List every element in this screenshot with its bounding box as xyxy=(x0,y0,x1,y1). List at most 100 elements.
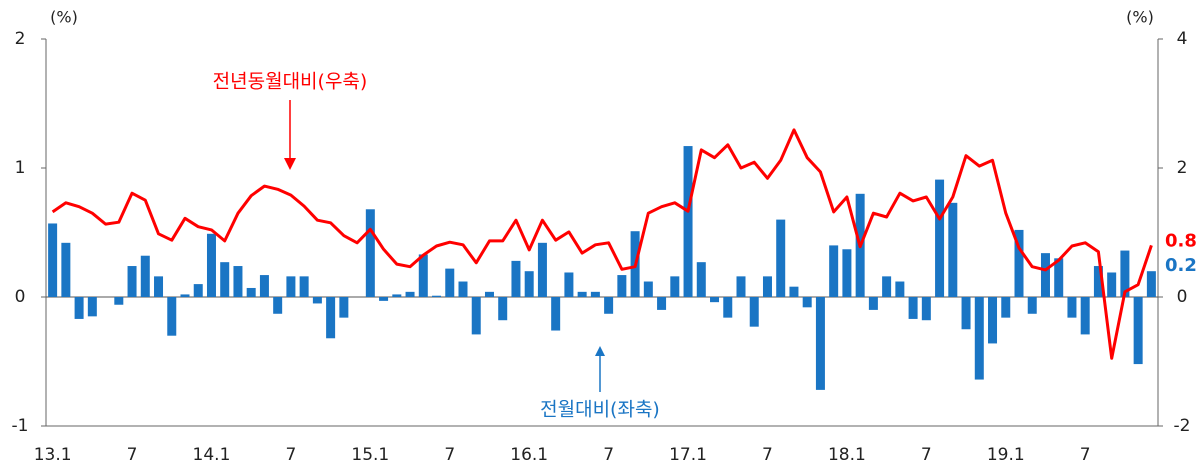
bar xyxy=(988,297,998,344)
bar xyxy=(1133,297,1143,365)
bar xyxy=(670,276,680,297)
y-tick-label: 1 xyxy=(15,158,26,178)
bar xyxy=(154,276,164,297)
bar xyxy=(471,297,481,335)
line xyxy=(51,128,1153,360)
y2-tick-label: 2 xyxy=(1177,158,1188,178)
bar xyxy=(643,281,653,297)
x-tick-label: 7 xyxy=(285,445,296,465)
y-tick-label: -1 xyxy=(12,416,29,436)
x-tick-label: 17.1 xyxy=(669,445,707,465)
bar xyxy=(815,297,825,390)
bar xyxy=(286,276,296,297)
bar xyxy=(1001,297,1011,318)
bar xyxy=(445,268,455,297)
bar xyxy=(736,276,746,297)
arrow-head xyxy=(595,346,605,356)
bar xyxy=(365,209,375,297)
x-tick-label: 18.1 xyxy=(828,445,866,465)
bar xyxy=(405,291,415,297)
bar xyxy=(312,297,322,304)
bar xyxy=(657,297,667,310)
bar xyxy=(537,242,547,297)
bar xyxy=(1040,253,1050,297)
bar xyxy=(961,297,971,330)
bar xyxy=(484,291,494,297)
bar xyxy=(246,287,256,297)
bar xyxy=(273,297,283,314)
bar xyxy=(617,275,627,297)
bar xyxy=(908,297,918,319)
bar xyxy=(921,297,931,321)
x-tick-label: 13.1 xyxy=(34,445,72,465)
y2-tick-label: -2 xyxy=(1174,416,1191,436)
bar xyxy=(498,297,508,321)
bar xyxy=(683,146,693,297)
bar xyxy=(577,291,587,297)
bar xyxy=(87,297,97,317)
bar xyxy=(1080,297,1090,335)
bar xyxy=(511,260,521,297)
bar xyxy=(1107,272,1117,297)
bar xyxy=(974,297,984,380)
bar xyxy=(802,297,812,308)
bar xyxy=(48,223,58,297)
bar xyxy=(259,275,269,297)
y-tick-label: 2 xyxy=(15,29,26,49)
bar xyxy=(710,297,720,303)
bar xyxy=(339,297,349,318)
bar xyxy=(882,276,892,297)
bar xyxy=(140,255,150,297)
bar xyxy=(418,254,428,297)
bar xyxy=(868,297,878,310)
bar xyxy=(604,297,614,314)
x-tick-label: 7 xyxy=(762,445,773,465)
bar xyxy=(948,202,958,297)
annotation: 전월대비(좌축) xyxy=(540,399,660,421)
bar xyxy=(776,219,786,297)
x-tick-label: 14.1 xyxy=(193,445,231,465)
bar xyxy=(193,284,203,297)
bar xyxy=(723,297,733,318)
bar xyxy=(114,297,124,305)
bar xyxy=(1027,297,1037,314)
y-tick-label: 0 xyxy=(15,287,26,307)
bar xyxy=(551,297,561,331)
end-label: 0.2 xyxy=(1165,255,1197,276)
bar xyxy=(379,297,389,301)
bar xyxy=(1093,266,1103,297)
y2-tick-label: 4 xyxy=(1177,29,1188,49)
x-tick-label: 7 xyxy=(127,445,138,465)
end-label: 0.8 xyxy=(1165,230,1197,251)
x-tick-label: 15.1 xyxy=(351,445,389,465)
bar xyxy=(789,286,799,297)
bar xyxy=(180,294,190,297)
bar xyxy=(167,297,177,336)
bar xyxy=(432,295,442,297)
bar xyxy=(696,262,706,297)
x-tick-label: 7 xyxy=(603,445,614,465)
bar xyxy=(206,233,216,297)
bar xyxy=(1120,250,1130,297)
bar xyxy=(1067,297,1077,318)
bar xyxy=(935,179,945,297)
x-tick-label: 19.1 xyxy=(987,445,1025,465)
bar xyxy=(1014,229,1024,297)
bar xyxy=(829,245,839,297)
bar xyxy=(524,271,534,297)
x-tick-label: 16.1 xyxy=(510,445,548,465)
y2-tick-label: 0 xyxy=(1177,287,1188,307)
x-tick-label: 7 xyxy=(444,445,455,465)
annotation: 전년동월대비(우축) xyxy=(213,71,368,93)
y2-axis-label: (%) xyxy=(1126,8,1154,27)
arrow-head xyxy=(284,158,296,170)
bar xyxy=(749,297,759,327)
bar xyxy=(1054,258,1064,297)
bar xyxy=(299,276,309,297)
bar xyxy=(233,266,243,297)
bar xyxy=(74,297,84,319)
bar xyxy=(564,272,574,297)
x-tick-label: 7 xyxy=(921,445,932,465)
x-tick-label: 7 xyxy=(1080,445,1091,465)
